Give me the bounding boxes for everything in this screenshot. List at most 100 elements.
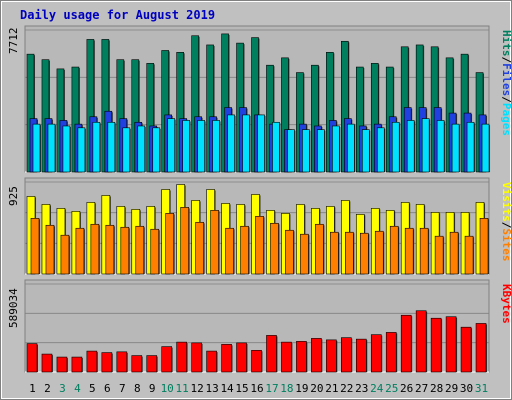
y-max-label: 589034 bbox=[7, 288, 20, 328]
bar-sites-day-4 bbox=[75, 227, 85, 275]
bar-kbytes-day-5 bbox=[86, 350, 98, 373]
bar-kbytes-day-15 bbox=[236, 342, 247, 373]
bar-sites-day-21 bbox=[330, 231, 339, 275]
x-tick-label-day-28: 28 bbox=[430, 382, 443, 395]
x-tick-label-day-20: 20 bbox=[310, 382, 323, 395]
bar-kbytes-day-26 bbox=[400, 314, 412, 373]
bar-sites-day-20 bbox=[315, 223, 324, 275]
bar-sites-day-28 bbox=[434, 235, 444, 275]
bar-pages-day-6 bbox=[107, 121, 116, 173]
x-tick-label-day-3: 3 bbox=[59, 382, 66, 395]
bar-kbytes-day-24 bbox=[370, 334, 382, 373]
y-max-label: 925 bbox=[7, 186, 20, 206]
bar-kbytes-day-12 bbox=[191, 342, 202, 373]
bar-sites-day-22 bbox=[345, 231, 354, 275]
x-tick-label-day-15: 15 bbox=[235, 382, 248, 395]
bar-pages-day-31 bbox=[481, 123, 490, 173]
bar-pages-day-22 bbox=[347, 123, 355, 173]
x-tick-label-day-21: 21 bbox=[325, 382, 338, 395]
x-tick-label-day-29: 29 bbox=[445, 382, 458, 395]
bar-kbytes-day-13 bbox=[206, 350, 217, 373]
bar-sites-day-19 bbox=[300, 233, 309, 275]
series-legend-label: Visits/Sites bbox=[500, 182, 512, 262]
x-tick-label-day-18: 18 bbox=[280, 382, 293, 395]
bar-sites-day-1 bbox=[30, 218, 40, 275]
bar-pages-day-12 bbox=[197, 120, 205, 173]
bar-sites-day-8 bbox=[135, 225, 145, 275]
bar-kbytes-day-25 bbox=[385, 332, 397, 373]
bar-sites-day-27 bbox=[419, 227, 429, 275]
bar-kbytes-day-17 bbox=[266, 335, 277, 373]
bar-kbytes-day-2 bbox=[41, 353, 53, 373]
panel-kbytes: 589034 KBytes bbox=[7, 279, 512, 373]
bar-sites-day-12 bbox=[195, 221, 204, 275]
bar-sites-day-11 bbox=[180, 207, 189, 275]
bar-sites-day-3 bbox=[60, 234, 70, 275]
bar-pages-day-10 bbox=[167, 118, 176, 173]
bar-kbytes-day-18 bbox=[281, 341, 292, 373]
bar-sites-day-2 bbox=[45, 224, 55, 275]
panel-visits-sites: 925 Visits/Sites bbox=[7, 177, 512, 275]
legend-hits: Hits bbox=[500, 30, 512, 57]
bar-kbytes-day-20 bbox=[311, 338, 322, 373]
x-tick-label-day-24: 24 bbox=[370, 382, 384, 395]
legend-slash: / bbox=[500, 222, 512, 229]
bar-pages-day-1 bbox=[32, 123, 41, 173]
x-tick-label-day-16: 16 bbox=[250, 382, 263, 395]
bar-pages-day-24 bbox=[376, 127, 385, 173]
bar-sites-day-30 bbox=[464, 235, 474, 275]
x-tick-label-day-17: 17 bbox=[265, 382, 278, 395]
bar-sites-day-26 bbox=[404, 227, 414, 275]
bar-kbytes-day-4 bbox=[71, 356, 83, 373]
x-tick-label-day-14: 14 bbox=[220, 382, 234, 395]
bar-pages-day-26 bbox=[406, 120, 415, 173]
x-tick-label-day-30: 30 bbox=[460, 382, 473, 395]
x-tick-label-day-7: 7 bbox=[119, 382, 126, 395]
bar-sites-day-16 bbox=[255, 216, 264, 275]
bar-pages-day-27 bbox=[421, 118, 430, 173]
x-tick-label-day-26: 26 bbox=[400, 382, 413, 395]
bar-kbytes-day-3 bbox=[56, 356, 68, 373]
bar-sites-day-9 bbox=[150, 228, 160, 275]
x-tick-label-day-23: 23 bbox=[355, 382, 368, 395]
bar-sites-day-5 bbox=[90, 223, 100, 275]
bar-sites-day-23 bbox=[359, 232, 369, 275]
bar-pages-day-30 bbox=[466, 121, 475, 173]
bar-sites-day-13 bbox=[210, 210, 219, 275]
x-tick-label-day-4: 4 bbox=[74, 382, 81, 395]
bar-kbytes-day-27 bbox=[415, 310, 427, 373]
legend-kbytes: KBytes bbox=[500, 284, 512, 324]
bar-kbytes-day-7 bbox=[116, 351, 128, 373]
bar-pages-day-29 bbox=[451, 123, 460, 173]
x-tick-label-day-1: 1 bbox=[29, 382, 36, 395]
x-tick-label-day-2: 2 bbox=[44, 382, 51, 395]
panel-hits-files-pages: 7712 Hits/Files/Pages bbox=[7, 25, 512, 173]
x-tick-label-day-12: 12 bbox=[191, 382, 204, 395]
bar-pages-day-21 bbox=[332, 125, 340, 173]
bar-kbytes-day-8 bbox=[131, 355, 143, 373]
bar-pages-day-23 bbox=[361, 129, 370, 173]
bar-pages-day-20 bbox=[317, 129, 325, 173]
legend-sites: Sites bbox=[500, 228, 512, 261]
bar-kbytes-day-29 bbox=[445, 316, 457, 373]
bar-pages-day-13 bbox=[212, 120, 220, 173]
legend-slash: / bbox=[500, 57, 512, 64]
bar-kbytes-day-22 bbox=[341, 337, 352, 373]
series-legend-label: KBytes bbox=[500, 284, 512, 324]
bar-kbytes-day-19 bbox=[296, 341, 307, 373]
y-max-label: 7712 bbox=[7, 28, 20, 55]
x-tick-label-day-13: 13 bbox=[205, 382, 218, 395]
bar-sites-day-17 bbox=[270, 222, 279, 275]
bar-sites-day-24 bbox=[374, 230, 384, 275]
bar-pages-day-4 bbox=[77, 127, 86, 173]
x-tick-label-day-22: 22 bbox=[340, 382, 353, 395]
bar-sites-day-14 bbox=[225, 227, 234, 275]
bar-kbytes-day-30 bbox=[460, 326, 472, 373]
bar-pages-day-11 bbox=[182, 120, 190, 173]
bar-pages-day-9 bbox=[152, 127, 161, 173]
x-tick-label-day-5: 5 bbox=[89, 382, 96, 395]
series-legend-label: Hits/Files/Pages bbox=[500, 30, 512, 136]
bar-pages-day-3 bbox=[62, 125, 71, 173]
